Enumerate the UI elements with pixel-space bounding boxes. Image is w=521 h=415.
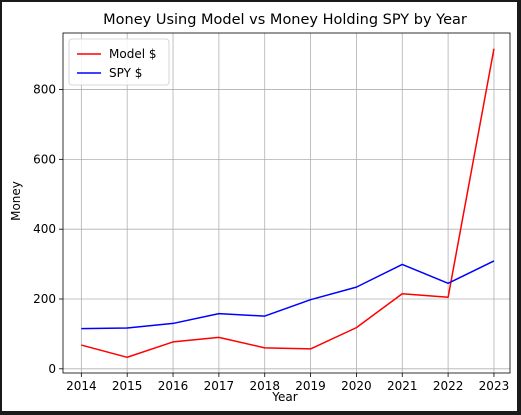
x-axis-label: Year — [271, 390, 297, 404]
x-tick-label: 2017 — [204, 379, 235, 393]
y-tick-label: 400 — [33, 222, 56, 236]
x-tick-label: 2019 — [295, 379, 326, 393]
legend-label: SPY $ — [109, 66, 142, 80]
chart-frame: Money Using Model vs Money Holding SPY b… — [2, 2, 517, 411]
x-tick-label: 2021 — [387, 379, 418, 393]
y-tick-label: 200 — [33, 292, 56, 306]
x-tick-label: 2020 — [341, 379, 372, 393]
y-tick-label: 600 — [33, 152, 56, 166]
x-tick-label: 2016 — [158, 379, 189, 393]
series-line-model — [81, 48, 495, 359]
x-tick-label: 2018 — [249, 379, 280, 393]
x-tick-label: 2023 — [479, 379, 510, 393]
series-line-spy — [81, 260, 495, 330]
axes — [59, 32, 511, 377]
plot-frame — [62, 32, 511, 374]
legend: Model $ SPY $ — [68, 38, 170, 86]
grid — [63, 33, 510, 373]
series-lines — [81, 48, 495, 359]
x-tick-label: 2015 — [112, 379, 143, 393]
tick-labels: 2014 2015 2016 2017 2018 2019 2020 2021 2022 2023… — [33, 83, 509, 393]
y-axis-label: Money — [9, 181, 23, 221]
y-tick-label: 0 — [48, 362, 56, 376]
x-tick-label: 2014 — [66, 379, 97, 393]
chart-title: Money Using Model vs Money Holding SPY b… — [103, 12, 467, 28]
legend-label: Model $ — [109, 47, 156, 61]
y-tick-label: 800 — [33, 83, 56, 97]
line-chart: Money Using Model vs Money Holding SPY b… — [9, 12, 511, 404]
x-tick-label: 2022 — [433, 379, 464, 393]
